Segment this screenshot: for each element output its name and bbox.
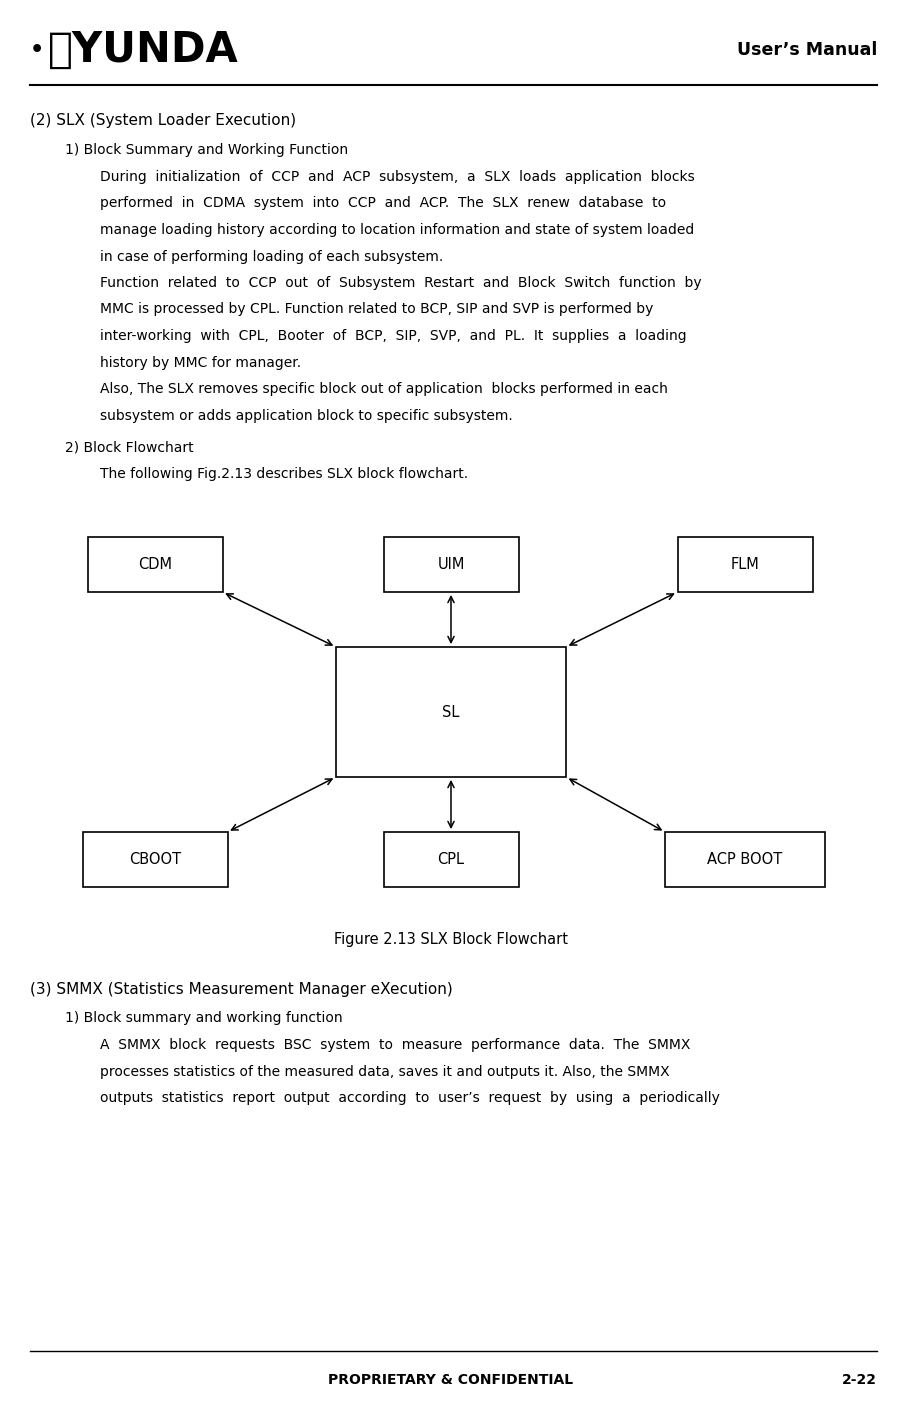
Text: SL: SL	[442, 705, 460, 720]
Text: performed  in  CDMA  system  into  CCP  and  ACP.  The  SLX  renew  database  to: performed in CDMA system into CCP and AC…	[100, 196, 666, 210]
Text: A  SMMX  block  requests  BSC  system  to  measure  performance  data.  The  SMM: A SMMX block requests BSC system to meas…	[100, 1038, 690, 1052]
Text: Also, The SLX removes specific block out of application  blocks performed in eac: Also, The SLX removes specific block out…	[100, 382, 667, 396]
Text: manage loading history according to location information and state of system loa: manage loading history according to loca…	[100, 223, 695, 237]
Text: 1) Block summary and working function: 1) Block summary and working function	[65, 1012, 343, 1026]
Text: User’s Manual: User’s Manual	[737, 41, 877, 59]
Text: 2) Block Flowchart: 2) Block Flowchart	[65, 440, 194, 454]
Text: processes statistics of the measured data, saves it and outputs it. Also, the SM: processes statistics of the measured dat…	[100, 1065, 669, 1079]
Text: •: •	[30, 41, 44, 60]
Text: CDM: CDM	[138, 558, 172, 572]
Bar	[383, 537, 519, 593]
Bar	[87, 537, 223, 593]
Text: CPL: CPL	[437, 852, 465, 867]
Text: history by MMC for manager.: history by MMC for manager.	[100, 356, 301, 370]
Bar	[677, 537, 813, 593]
Bar	[383, 832, 519, 887]
Text: FLM: FLM	[731, 558, 759, 572]
Text: The following Fig.2.13 describes SLX block flowchart.: The following Fig.2.13 describes SLX blo…	[100, 467, 468, 481]
Text: Figure 2.13 SLX Block Flowchart: Figure 2.13 SLX Block Flowchart	[334, 932, 568, 947]
Text: CBOOT: CBOOT	[129, 852, 181, 867]
Bar	[336, 647, 566, 778]
Text: ACP BOOT: ACP BOOT	[707, 852, 783, 867]
Text: in case of performing loading of each subsystem.: in case of performing loading of each su…	[100, 249, 443, 263]
Text: 1) Block Summary and Working Function: 1) Block Summary and Working Function	[65, 143, 348, 157]
Text: (2) SLX (System Loader Execution): (2) SLX (System Loader Execution)	[30, 113, 296, 127]
Text: outputs  statistics  report  output  according  to  user’s  request  by  using  : outputs statistics report output accordi…	[100, 1091, 720, 1105]
Text: UIM: UIM	[437, 558, 465, 572]
Text: ⓗYUNDA: ⓗYUNDA	[48, 29, 239, 71]
Bar	[82, 832, 227, 887]
Text: (3) SMMX (Statistics Measurement Manager eXecution): (3) SMMX (Statistics Measurement Manager…	[30, 982, 453, 998]
Text: PROPRIETARY & CONFIDENTIAL: PROPRIETARY & CONFIDENTIAL	[328, 1373, 574, 1387]
Text: 2-22: 2-22	[842, 1373, 877, 1387]
Text: MMC is processed by CPL. Function related to BCP, SIP and SVP is performed by: MMC is processed by CPL. Function relate…	[100, 303, 653, 317]
Text: subsystem or adds application block to specific subsystem.: subsystem or adds application block to s…	[100, 409, 512, 423]
Text: inter-working  with  CPL,  Booter  of  BCP,  SIP,  SVP,  and  PL.  It  supplies : inter-working with CPL, Booter of BCP, S…	[100, 329, 686, 343]
Text: Function  related  to  CCP  out  of  Subsystem  Restart  and  Block  Switch  fun: Function related to CCP out of Subsystem…	[100, 276, 702, 290]
Bar	[665, 832, 825, 887]
Text: During  initialization  of  CCP  and  ACP  subsystem,  a  SLX  loads  applicatio: During initialization of CCP and ACP sub…	[100, 170, 695, 184]
